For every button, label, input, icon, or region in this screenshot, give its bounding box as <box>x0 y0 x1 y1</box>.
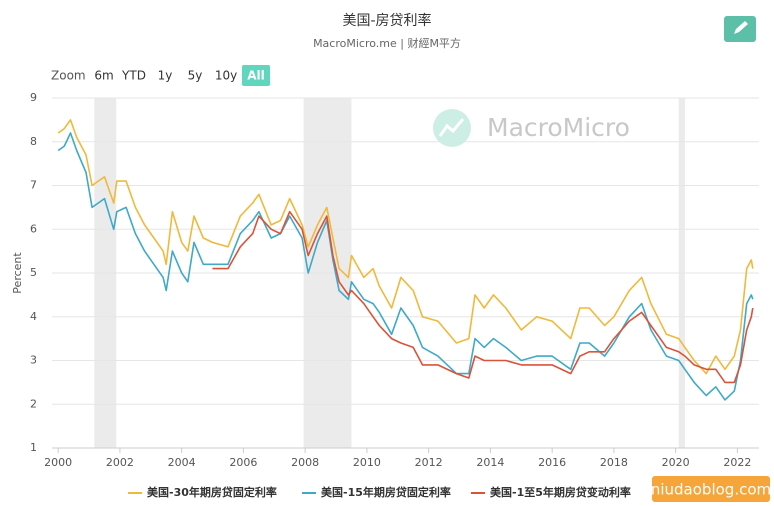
pencil-icon <box>734 21 748 34</box>
series-line <box>57 119 754 375</box>
zoom-option[interactable]: 1y <box>158 69 173 83</box>
y-tick-label: 7 <box>30 179 37 192</box>
zoom-option[interactable]: 10y <box>215 69 237 83</box>
x-tick-label: 2016 <box>538 456 566 469</box>
series-line <box>57 132 754 401</box>
zoom-option[interactable]: 6m <box>94 69 113 83</box>
x-tick-label: 2022 <box>723 456 751 469</box>
y-tick-label: 3 <box>30 354 37 367</box>
x-tick-label: 2000 <box>44 456 72 469</box>
watermark-icon <box>438 118 465 137</box>
legend-label: 美国-30年期房贷固定利率 <box>147 485 277 499</box>
chart-subtitle: MacroMicro.me | 财經M平方 <box>313 36 461 50</box>
x-tick-label: 2006 <box>229 456 257 469</box>
legend-label: 美国-1至5年期房贷变动利率 <box>490 485 631 499</box>
zoom-label: Zoom <box>51 69 86 83</box>
x-tick-label: 2014 <box>476 456 504 469</box>
watermark-logo <box>433 109 471 147</box>
zoom-option[interactable]: 5y <box>188 69 203 83</box>
zoom-bar: Zoom 6m YTD 1y 5y 10y All <box>51 65 270 86</box>
x-tick-label: 2004 <box>168 456 196 469</box>
zoom-option[interactable]: YTD <box>121 69 146 83</box>
x-tick-label: 2008 <box>291 456 319 469</box>
x-tick-label: 2018 <box>600 456 628 469</box>
y-tick-label: 5 <box>30 266 37 279</box>
x-tick-label: 2020 <box>662 456 690 469</box>
y-tick-label: 1 <box>30 441 37 454</box>
zoom-option[interactable]: All <box>247 69 265 83</box>
legend-label: 美国-15年期房贷固定利率 <box>321 485 451 499</box>
site-watermark: niudaoblog.com <box>651 481 771 499</box>
edit-button[interactable] <box>724 16 756 42</box>
site-bg <box>652 476 770 502</box>
y-tick-label: 8 <box>30 135 37 148</box>
series-line <box>212 210 754 384</box>
y-tick-label: 4 <box>30 310 37 323</box>
x-tick-label: 2010 <box>353 456 381 469</box>
plot: 1 2 3 4 5 6 7 8 9 Percent 2000 2002 2004 2006 2008 2010… <box>11 91 759 499</box>
y-axis-label: Percent <box>11 252 24 294</box>
x-tick-label: 2002 <box>106 456 134 469</box>
y-tick-label: 6 <box>30 222 37 235</box>
y-tick-label: 9 <box>30 91 37 104</box>
watermark: MacroMicro <box>487 113 630 142</box>
zoom-active-bg[interactable] <box>242 65 270 86</box>
chart-title: 美国-房贷利率 <box>342 12 431 29</box>
x-tick-label: 2012 <box>415 456 443 469</box>
y-tick-label: 2 <box>30 397 37 410</box>
